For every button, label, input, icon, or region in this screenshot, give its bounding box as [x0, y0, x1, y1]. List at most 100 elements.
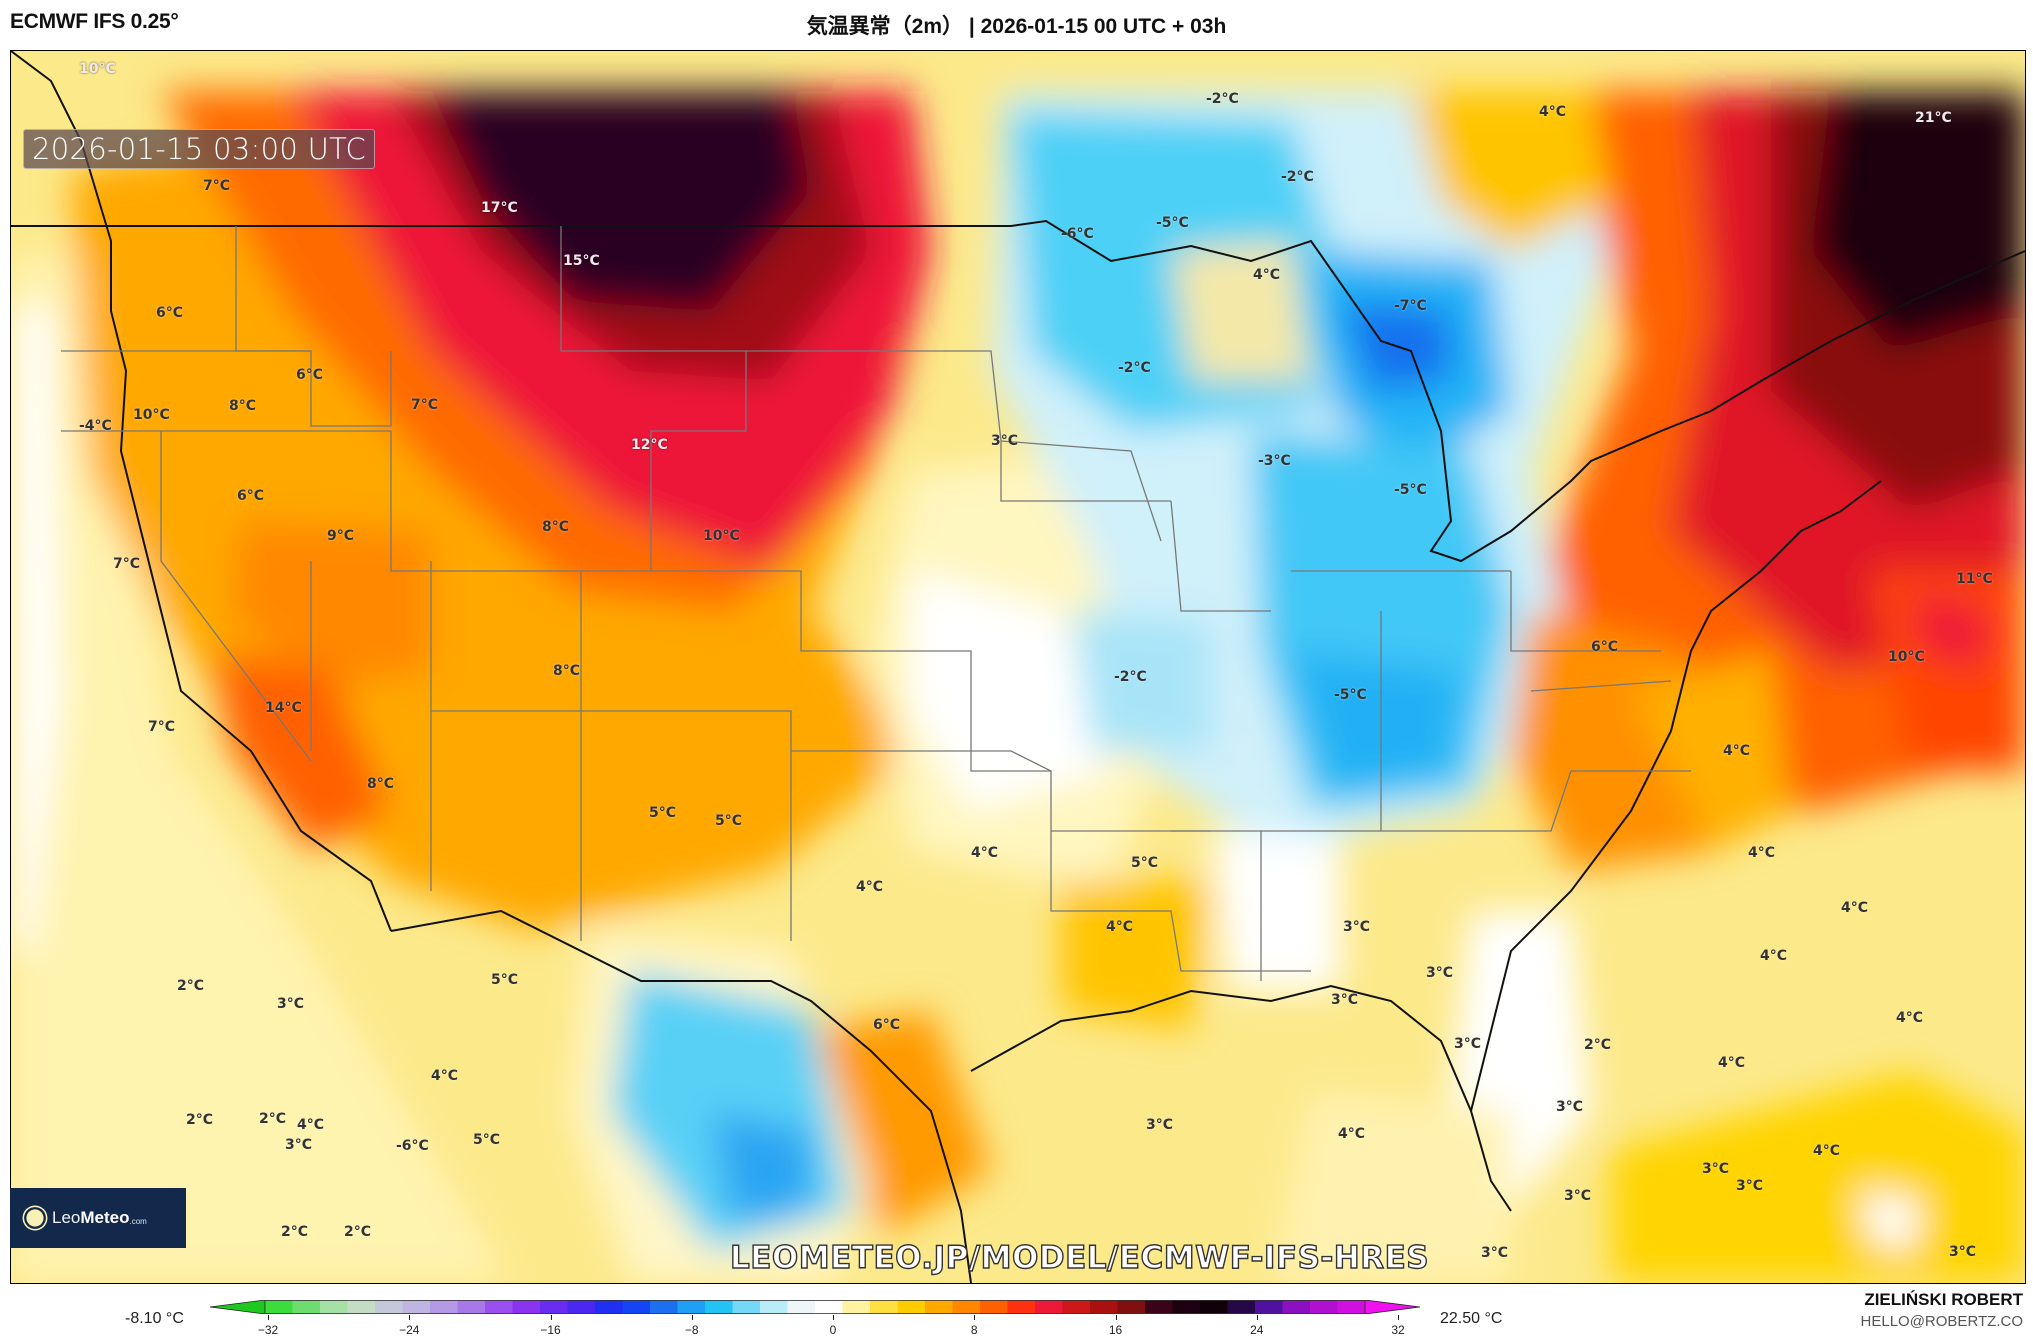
contour-label: 10°C [703, 528, 740, 544]
contour-label: 3°C [277, 996, 305, 1012]
tick-label: −8 [684, 1323, 699, 1337]
sun-icon [26, 1209, 44, 1227]
contour-label: 12°C [631, 437, 668, 453]
contour-label: 3°C [1556, 1099, 1584, 1115]
contour-label: 10°C [1888, 649, 1925, 665]
contour-label: 3°C [1426, 965, 1454, 981]
tick-label: 16 [1108, 1323, 1123, 1337]
contour-label: 4°C [1723, 743, 1751, 759]
tick-mark [409, 1315, 411, 1320]
contour-label: 7°C [113, 556, 141, 572]
contour-label: 4°C [297, 1117, 325, 1133]
logo-text-com: .com [129, 1216, 147, 1226]
leometeo-logo[interactable]: Leo Meteo .com [10, 1188, 186, 1248]
tick-label: 8 [970, 1323, 978, 1337]
contour-label: 6°C [156, 305, 184, 321]
contour-label: -5°C [1156, 215, 1189, 231]
tick-label: −16 [540, 1323, 561, 1337]
contour-label: 4°C [1539, 104, 1567, 120]
model-name: ECMWF IFS 0.25° [10, 10, 179, 33]
contour-label: 2°C [259, 1111, 287, 1127]
tick-mark [1256, 1315, 1258, 1320]
tick-label: 24 [1250, 1323, 1264, 1337]
tick-mark [974, 1315, 976, 1320]
tick-mark [268, 1315, 269, 1320]
contour-label: 7°C [148, 719, 176, 735]
author-email: HELLO@ROBERTZ.CO [1860, 1313, 2023, 1330]
logo-text-meteo: Meteo [80, 1208, 130, 1227]
contour-label: -5°C [1394, 482, 1427, 498]
contour-label: 3°C [1331, 992, 1359, 1008]
contour-label: 4°C [1718, 1055, 1746, 1071]
contour-label: 8°C [229, 398, 257, 414]
contour-label: 4°C [1253, 267, 1281, 283]
contour-label: 4°C [1106, 919, 1134, 935]
contour-label: 4°C [1760, 948, 1788, 964]
contour-label: 3°C [1481, 1245, 1509, 1261]
contour-label: 2°C [281, 1224, 309, 1240]
contour-label: 3°C [285, 1137, 313, 1153]
contour-label: 4°C [1338, 1126, 1366, 1142]
contour-label: 3°C [1454, 1036, 1482, 1052]
contour-label: 4°C [1748, 845, 1776, 861]
colorbar [210, 1300, 1420, 1314]
contour-label: 8°C [367, 776, 395, 792]
contour-label: -5°C [1334, 687, 1367, 703]
contour-label: 3°C [1146, 1117, 1174, 1133]
contour-label: 3°C [1343, 919, 1371, 935]
contour-label: 3°C [991, 433, 1019, 449]
contour-label: 4°C [971, 845, 999, 861]
contour-label: 8°C [553, 663, 581, 679]
contour-label: 5°C [1131, 855, 1159, 871]
chart-title: 気温異常（2m） | 2026-01-15 00 UTC + 03h [806, 15, 1227, 38]
contour-label: -6°C [1061, 226, 1094, 242]
map-fill [11, 51, 2025, 1283]
contour-label: -2°C [1281, 169, 1314, 185]
contour-label: 8°C [542, 519, 570, 535]
contour-label: 21°C [1915, 110, 1952, 126]
contour-label: 9°C [327, 528, 355, 544]
contour-label: 15°C [563, 253, 600, 269]
tick-mark [691, 1315, 693, 1320]
contour-label: 7°C [203, 178, 231, 194]
contour-label: 4°C [1841, 900, 1869, 916]
contour-label: 5°C [649, 805, 677, 821]
contour-label: -4°C [79, 418, 112, 434]
tick-mark [550, 1315, 552, 1320]
contour-label: 2°C [1584, 1037, 1612, 1053]
contour-label: 10°C [79, 61, 116, 77]
contour-label: 11°C [1956, 571, 1993, 587]
temperature-anomaly-map: 2026-01-15 03:00 UTC 10°C 7°C 17°C 15°C 6°C 6… [10, 50, 2026, 1284]
contour-label: 3°C [1949, 1244, 1977, 1260]
contour-label: 10°C [133, 407, 170, 423]
contour-label: 14°C [265, 700, 302, 716]
contour-label: 5°C [491, 972, 519, 988]
tick-label: 0 [829, 1323, 837, 1337]
contour-label: -2°C [1114, 669, 1147, 685]
contour-label: 4°C [1896, 1010, 1924, 1026]
contour-label: 6°C [237, 488, 265, 504]
contour-label: 6°C [1591, 639, 1619, 655]
logo-text-leo: Leo [52, 1208, 81, 1227]
contour-label: 4°C [856, 879, 884, 895]
contour-label: 3°C [1702, 1161, 1730, 1177]
colorbar-ticks: −32 −24 −16 −8 0 8 16 24 32 [0, 1315, 2033, 1340]
contour-label: 5°C [473, 1132, 501, 1148]
contour-label: 5°C [715, 813, 743, 829]
contour-label: 17°C [481, 200, 518, 216]
contour-label: 6°C [873, 1017, 901, 1033]
valid-time-badge: 2026-01-15 03:00 UTC [23, 129, 376, 169]
author-name: ZIELIŃSKI ROBERT [1864, 1290, 2023, 1309]
tick-label: 32 [1391, 1323, 1405, 1337]
tick-mark [1398, 1315, 1399, 1320]
source-url-watermark: LEOMETEO.JP/MODEL/ECMWF-IFS-HRES [729, 1239, 1430, 1276]
contour-label: 4°C [431, 1068, 459, 1084]
contour-label: 2°C [177, 978, 205, 994]
contour-label: -7°C [1394, 298, 1427, 314]
contour-label: 6°C [296, 367, 324, 383]
contour-label: 7°C [411, 397, 439, 413]
contour-label: 2°C [344, 1224, 372, 1240]
tick-label: −24 [399, 1323, 420, 1337]
colorbar-min-value: -8.10 °C [125, 1310, 184, 1327]
tick-mark [833, 1315, 834, 1320]
